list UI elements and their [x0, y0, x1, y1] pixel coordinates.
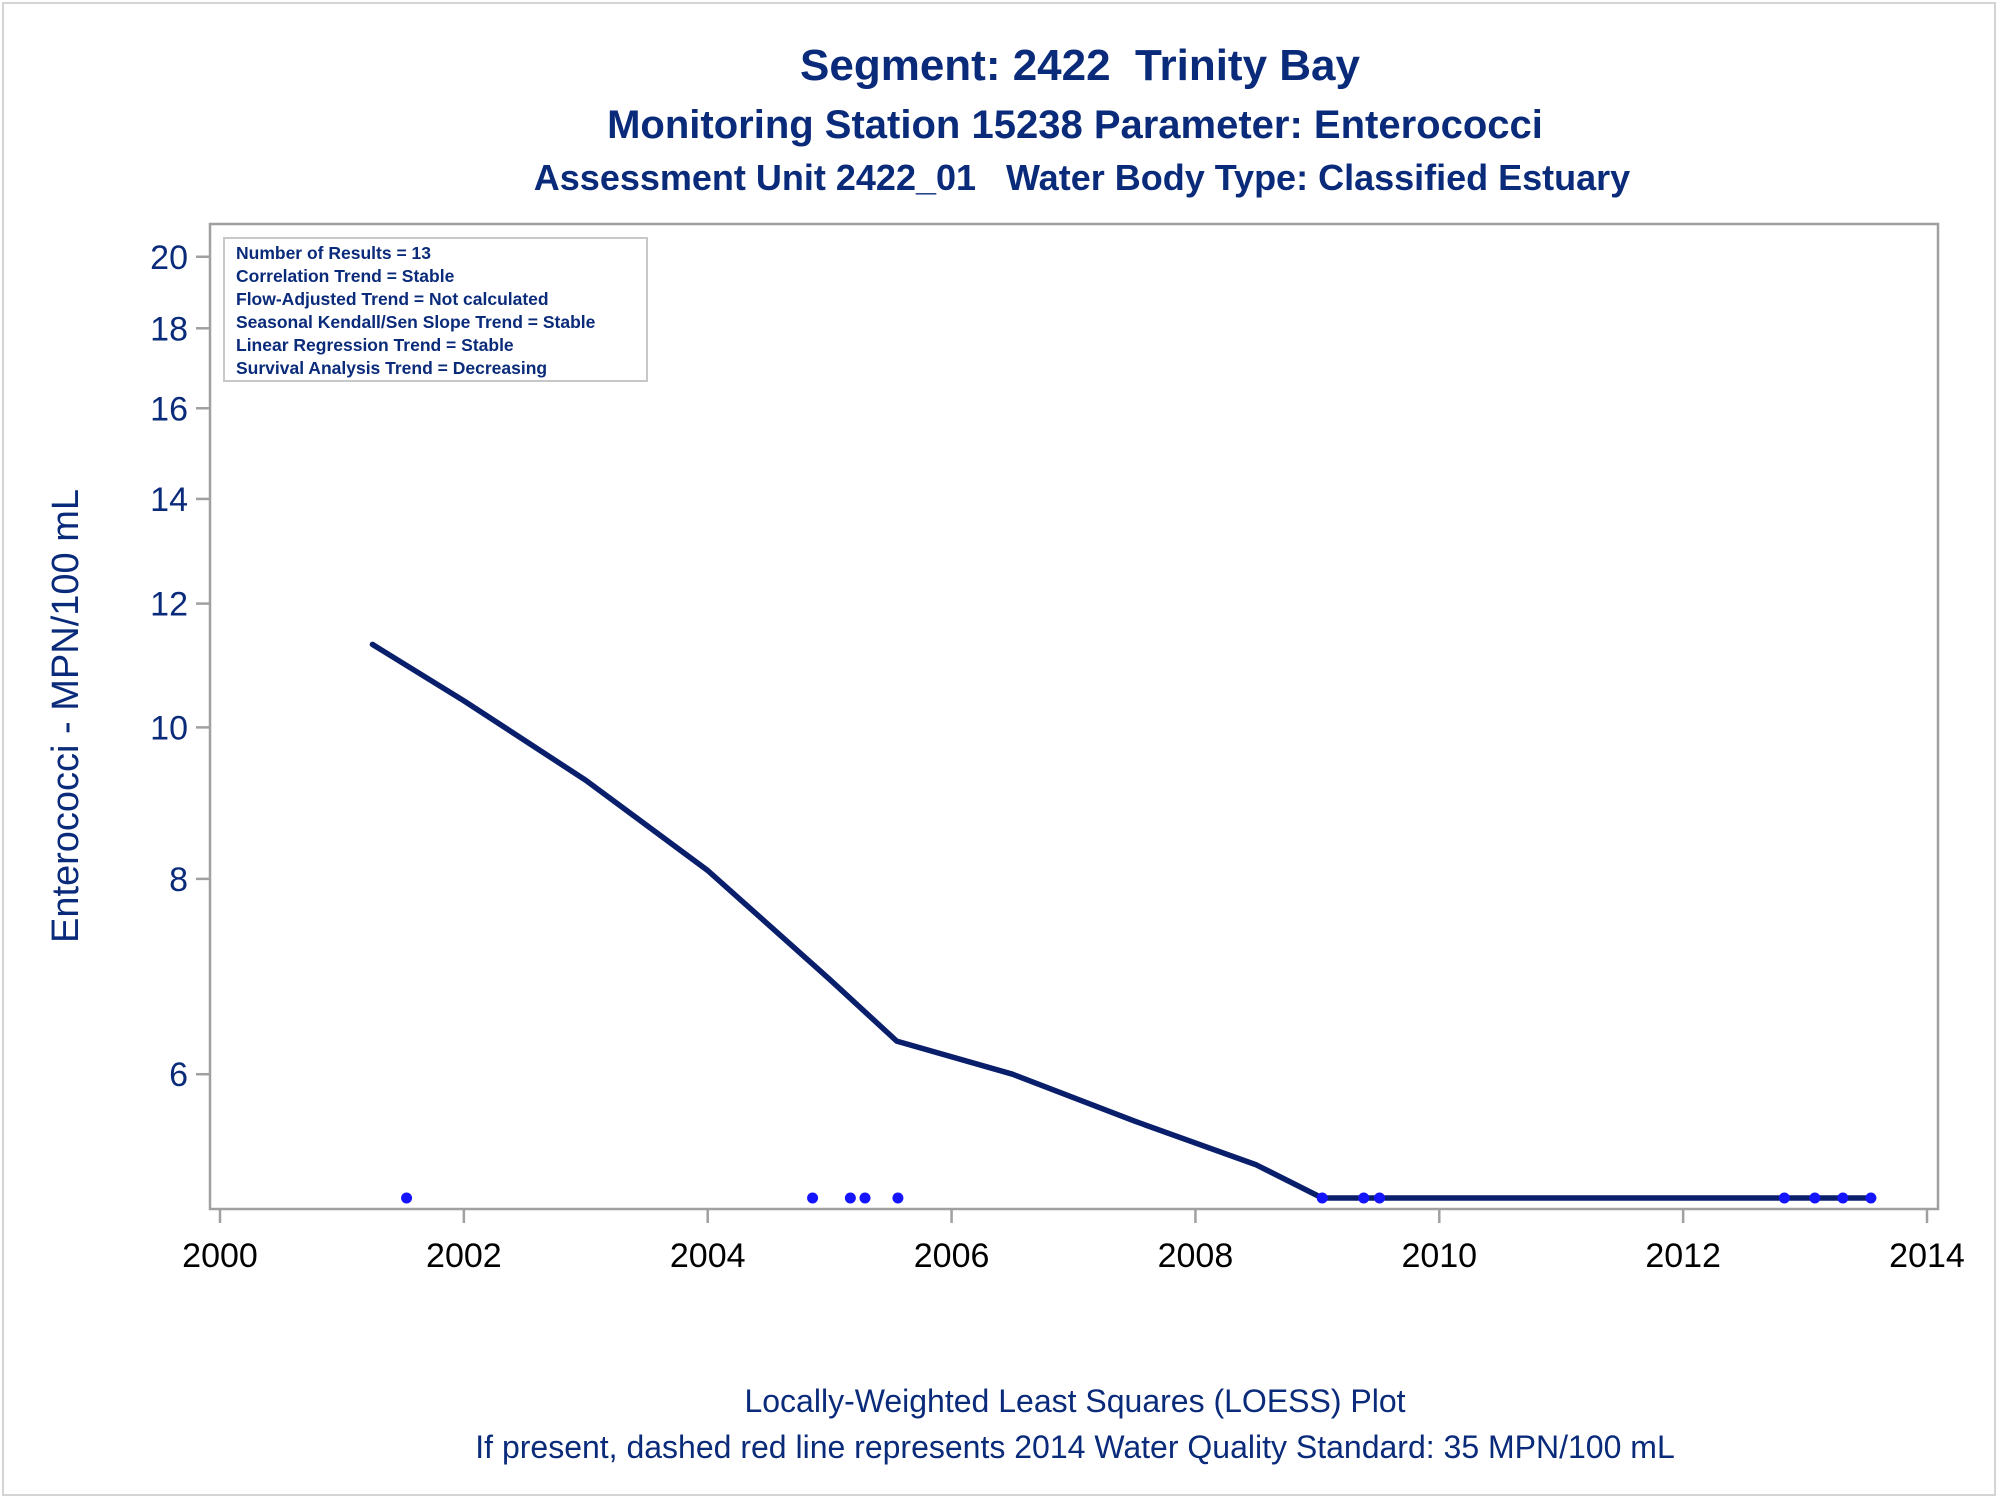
data-point — [1837, 1192, 1849, 1204]
loess-line — [369, 641, 1874, 1201]
x-tick-label: 2012 — [1645, 1237, 1721, 1275]
data-point — [844, 1192, 856, 1204]
y-tick-label: 8 — [169, 861, 188, 899]
data-point — [892, 1192, 904, 1204]
data-point — [1316, 1192, 1328, 1204]
stat-line-linear-regression: Linear Regression Trend = Stable — [236, 335, 514, 355]
data-point — [859, 1192, 871, 1204]
x-tick-label: 2002 — [426, 1237, 502, 1275]
stat-line-results: Number of Results = 13 — [236, 243, 431, 263]
x-tick-label: 2006 — [914, 1237, 990, 1275]
data-point — [1865, 1192, 1877, 1204]
stat-line-flow-adjusted: Flow-Adjusted Trend = Not calculated — [236, 289, 549, 309]
data-point — [807, 1192, 819, 1204]
x-tick-label: 2000 — [182, 1237, 258, 1275]
y-tick-label: 18 — [150, 310, 188, 348]
stat-line-survival: Survival Analysis Trend = Decreasing — [236, 358, 547, 378]
x-axis: 2000 2002 2004 2006 2008 2010 2012 2014 — [182, 1209, 1965, 1275]
stats-box: Number of Results = 13 Correlation Trend… — [223, 237, 648, 382]
x-tick-label: 2010 — [1401, 1237, 1477, 1275]
y-tick-label: 20 — [150, 239, 188, 277]
stat-line-seasonal-kendall: Seasonal Kendall/Sen Slope Trend = Stabl… — [236, 312, 596, 332]
data-point — [1778, 1192, 1790, 1204]
data-point — [1809, 1192, 1821, 1204]
y-axis: 6 8 10 12 14 16 18 20 — [150, 239, 210, 1094]
stat-line-correlation: Correlation Trend = Stable — [236, 266, 455, 286]
y-tick-label: 10 — [150, 709, 188, 747]
data-point — [1374, 1192, 1386, 1204]
x-tick-label: 2014 — [1889, 1237, 1965, 1275]
footnote-loess: Locally-Weighted Least Squares (LOESS) P… — [744, 1383, 1405, 1419]
x-tick-label: 2008 — [1158, 1237, 1234, 1275]
data-point — [401, 1192, 413, 1204]
y-tick-label: 6 — [169, 1056, 188, 1094]
footnote-standard: If present, dashed red line represents 2… — [475, 1429, 1674, 1465]
y-tick-label: 16 — [150, 390, 188, 428]
chart-subtitle-2: Assessment Unit 2422_01 Water Body Type:… — [534, 157, 1630, 198]
chart-title: Segment: 2422 Trinity Bay — [800, 41, 1361, 90]
loess-layer — [369, 641, 1874, 1201]
data-point — [1358, 1192, 1370, 1204]
chart-subtitle: Monitoring Station 15238 Parameter: Ente… — [607, 103, 1543, 147]
plot-area — [208, 222, 1940, 1211]
y-tick-label: 12 — [150, 586, 188, 624]
y-tick-label: 14 — [150, 481, 188, 519]
stats-box-border — [223, 237, 648, 382]
y-axis-label: Enterococci - MPN/100 mL — [45, 489, 87, 943]
x-tick-label: 2004 — [670, 1237, 746, 1275]
